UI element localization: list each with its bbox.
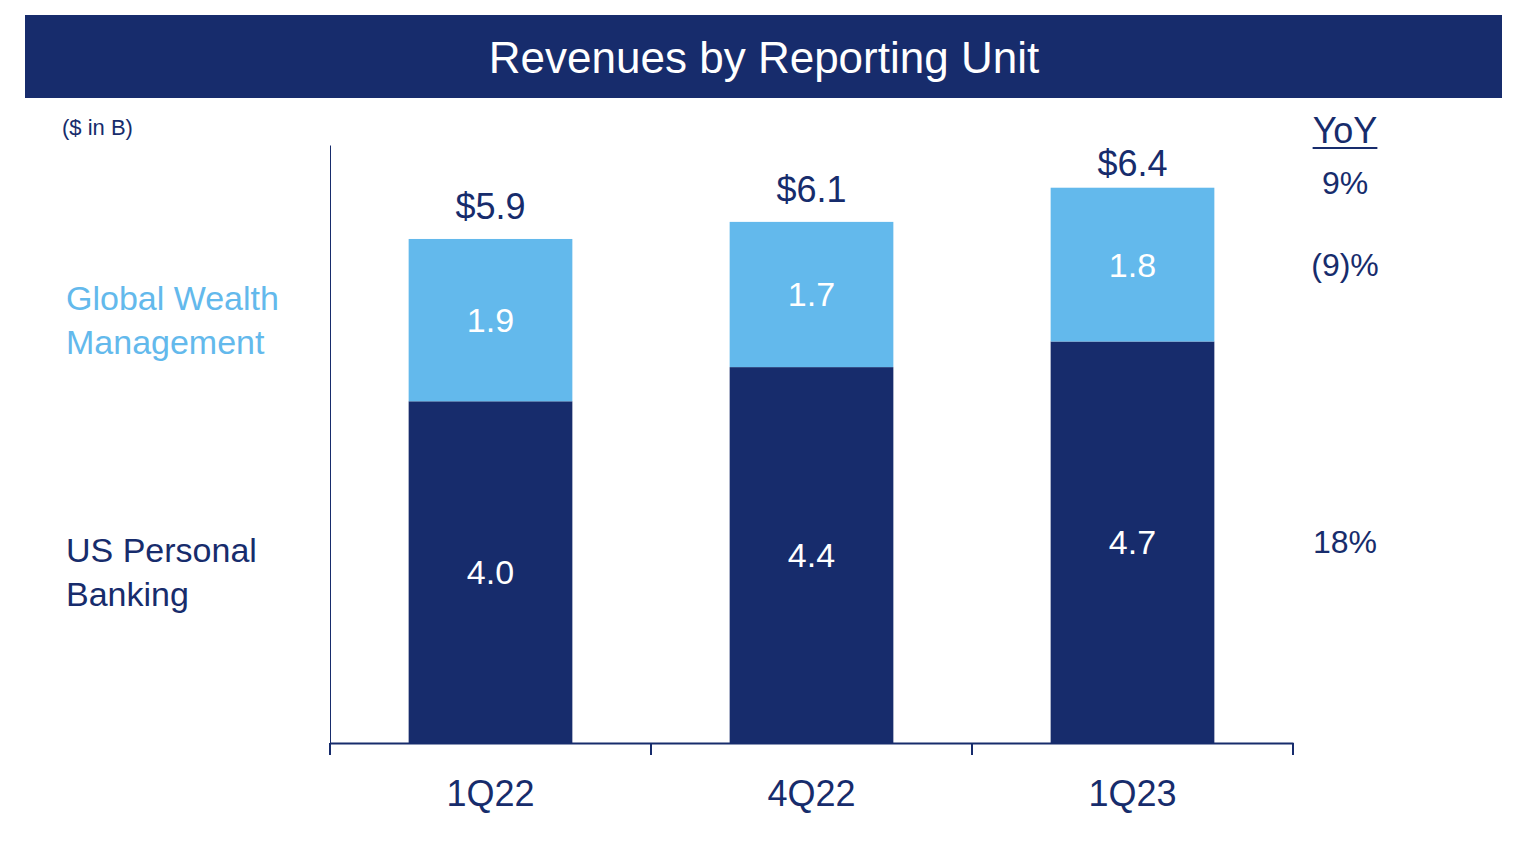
title-banner [25, 15, 1502, 98]
data-label: 1.7 [788, 275, 835, 313]
x-tick-label: 4Q22 [767, 773, 855, 814]
data-label: 4.0 [467, 553, 514, 591]
yoy-label: (9)% [1311, 247, 1379, 283]
category-separator [329, 743, 331, 755]
bar-segment [409, 239, 573, 401]
yoy-column: YoY 9% 18% (9)% [1311, 110, 1379, 560]
bar-segment [409, 401, 573, 743]
yoy-title: YoY [1313, 110, 1378, 151]
y-axis [330, 146, 331, 744]
x-tick-label: 1Q23 [1088, 773, 1176, 814]
data-label: 4.7 [1109, 523, 1156, 561]
bar-segment [1051, 188, 1215, 342]
chart: Revenues by Reporting Unit ($ in B) 4.0 4.4… [0, 0, 1528, 842]
x-axis-line [331, 743, 1294, 745]
totals: $5.9 $6.1 $6.4 [455, 143, 1167, 227]
category-separator [1292, 743, 1294, 755]
x-tick: 4Q22 [767, 773, 855, 814]
x-tick-label: 1Q22 [446, 773, 534, 814]
data-label: 1.9 [467, 301, 514, 339]
data-labels: 4.0 4.4 4.7 1.9 1.7 1.8 [467, 246, 1156, 592]
total-label: $6.4 [1097, 143, 1167, 184]
bar-segment [730, 367, 894, 743]
series-label: Global WealthManagement [66, 279, 279, 361]
title: Revenues by Reporting Unit [489, 33, 1039, 82]
y-axis-line [330, 146, 331, 744]
series-labels: US PersonalBanking Global WealthManagemen… [66, 279, 279, 613]
total-label: $6.1 [776, 169, 846, 210]
series-label: US PersonalBanking [66, 531, 257, 613]
yoy-label: 18% [1313, 524, 1377, 560]
bar-segment [1051, 341, 1215, 743]
x-tick: 1Q22 [446, 773, 534, 814]
bars [409, 188, 1215, 743]
x-tick: 1Q23 [1088, 773, 1176, 814]
category-separator [650, 743, 652, 755]
data-label: 1.8 [1109, 246, 1156, 284]
data-label: 4.4 [788, 536, 835, 574]
subtitle: ($ in B) [62, 115, 133, 140]
yoy-label: 9% [1322, 165, 1368, 201]
total-label: $5.9 [455, 186, 525, 227]
category-separator [971, 743, 973, 755]
x-axis: 1Q22 4Q22 1Q23 [331, 744, 1294, 814]
yoy-underline [1313, 147, 1378, 149]
bar-segment [730, 222, 894, 367]
